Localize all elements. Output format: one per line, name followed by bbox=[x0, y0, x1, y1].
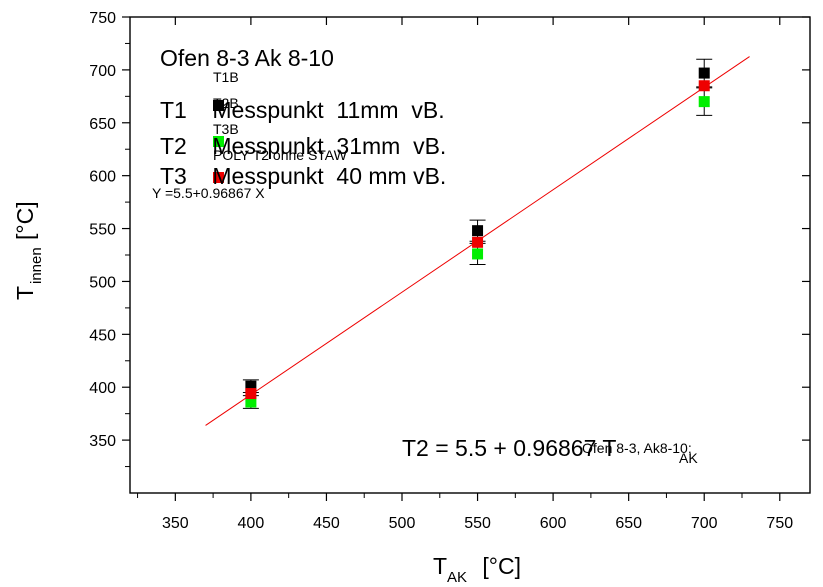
x-tick-label-650: 650 bbox=[615, 515, 642, 532]
x-tick-label-750: 750 bbox=[766, 515, 793, 532]
y-tick-label-550: 550 bbox=[89, 222, 116, 239]
legend-entry-t2: T2 Messpunkt 31mm vB. bbox=[160, 133, 446, 159]
y-tick-label-600: 600 bbox=[89, 169, 116, 186]
y-axis-label-sub: innen bbox=[28, 247, 45, 284]
x-axis-label-main: T bbox=[433, 553, 447, 579]
y-tick-label-500: 500 bbox=[89, 274, 116, 291]
x-tick-label-550: 550 bbox=[464, 515, 491, 532]
fit-annotation: T2 = 5.5 + 0.96867 T AK Ofen 8-3, Ak8-10… bbox=[402, 435, 698, 466]
fit-annotation-overlap: Ofen 8-3, Ak8-10; bbox=[582, 440, 692, 456]
x-tick-label-350: 350 bbox=[162, 515, 189, 532]
y-tick-label-400: 400 bbox=[89, 380, 116, 397]
legend-tag-t1: T1B bbox=[213, 69, 239, 85]
fit-annotation-main: T2 = 5.5 + 0.96867 T bbox=[402, 435, 616, 461]
x-tick-label-450: 450 bbox=[313, 515, 340, 532]
legend: T1B T2B T3B POLY T2 ohne STAW T1 Messpun… bbox=[152, 69, 446, 201]
legend-marker-t1 bbox=[213, 100, 224, 111]
point-t2-2 bbox=[698, 96, 710, 108]
data-points bbox=[242, 58, 713, 409]
y-tick-label-350: 350 bbox=[89, 433, 116, 450]
chart-title: Ofen 8-3 Ak 8-10 bbox=[160, 45, 334, 71]
y-tick-label-700: 700 bbox=[89, 63, 116, 80]
fit-annotation-sub: AK bbox=[679, 450, 698, 466]
fit-equation-label: Y =5.5+0.96867 X bbox=[152, 185, 265, 201]
y-tick-label-450: 450 bbox=[89, 327, 116, 344]
x-axis-label: T AK [°C] bbox=[433, 553, 521, 586]
legend-entry-t1: T1 Messpunkt 11mm vB. bbox=[160, 97, 445, 123]
legend-entry-t3: T3 Messpunkt 40 mm vB. bbox=[160, 163, 446, 189]
point-t1-1 bbox=[472, 225, 484, 237]
x-tick-label-600: 600 bbox=[540, 515, 567, 532]
x-axis-label-sub: AK bbox=[447, 569, 467, 586]
legend-marker-t2 bbox=[213, 136, 224, 147]
point-t3-0 bbox=[245, 388, 257, 400]
x-axis-label-unit: [°C] bbox=[476, 553, 521, 579]
y-axis-label-unit: [°C] bbox=[12, 201, 38, 240]
y-tick-label-750: 750 bbox=[89, 10, 116, 27]
point-t3-2 bbox=[698, 80, 710, 92]
axis-ticks: 350 400 450 500 550 600 650 700 750 350 400 450 500 5… bbox=[89, 10, 810, 532]
point-t1-0 bbox=[245, 380, 257, 392]
point-t2-0 bbox=[245, 396, 257, 408]
y-tick-label-650: 650 bbox=[89, 116, 116, 133]
x-tick-label-400: 400 bbox=[238, 515, 265, 532]
fit-label-overlay: POLY T2 ohne STAW bbox=[213, 147, 348, 163]
point-t2-1 bbox=[472, 248, 484, 260]
point-t3-1 bbox=[472, 236, 484, 248]
x-tick-label-700: 700 bbox=[691, 515, 718, 532]
legend-tag-t3: T3B bbox=[213, 121, 239, 137]
x-tick-label-500: 500 bbox=[389, 515, 416, 532]
y-axis-label: T innen [°C] bbox=[12, 201, 45, 300]
y-axis-label-main: T bbox=[12, 286, 38, 300]
legend-marker-t3 bbox=[213, 172, 224, 183]
point-t1-2 bbox=[698, 67, 710, 79]
